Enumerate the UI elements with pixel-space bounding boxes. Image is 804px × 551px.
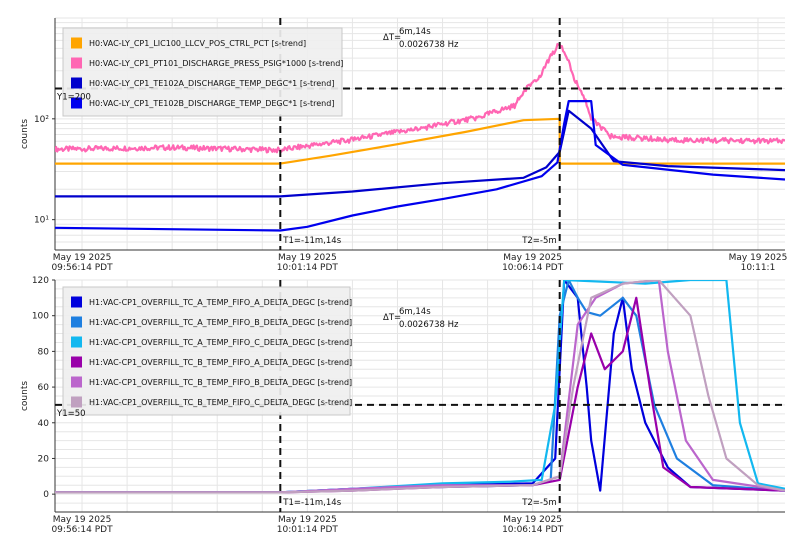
legend-entry: H1:VAC-CP1_OVERFILL_TC_A_TEMP_FIFO_B_DEL… bbox=[89, 318, 352, 327]
series-line bbox=[55, 280, 785, 494]
series-line bbox=[55, 100, 785, 232]
x-tick-date: May 19 2025 bbox=[729, 253, 788, 263]
delta-duration: 6m,14s bbox=[399, 307, 431, 317]
y-tick-label: 100 bbox=[32, 312, 49, 322]
x-tick-time: 09:56:14 PDT bbox=[51, 263, 113, 273]
cursor-t1-label: T1=-11m,14s bbox=[282, 498, 341, 508]
legend-entry: H0:VAC-LY_CP1_TE102B_DISCHARGE_TEMP_DEGC… bbox=[89, 99, 334, 108]
y-axis-label: counts bbox=[20, 381, 30, 411]
y-tick-label: 80 bbox=[38, 347, 50, 357]
delta-duration: 6m,14s bbox=[399, 27, 431, 37]
legend: H0:VAC-LY_CP1_LIC100_LLCV_POS_CTRL_PCT [… bbox=[62, 27, 343, 117]
x-tick-date: May 19 2025 bbox=[503, 253, 562, 263]
delta-frequency: 0.0026738 Hz bbox=[399, 40, 459, 50]
legend-swatch bbox=[71, 316, 82, 328]
x-tick-time: 10:06:14 PDT bbox=[502, 525, 564, 535]
legend-entry: H1:VAC-CP1_OVERFILL_TC_A_TEMP_FIFO_A_DEL… bbox=[89, 298, 352, 307]
grid bbox=[55, 17, 785, 251]
y-tick-label: 20 bbox=[38, 454, 50, 464]
legend-entry: H0:VAC-LY_CP1_LIC100_LLCV_POS_CTRL_PCT [… bbox=[89, 39, 306, 48]
legend-swatch bbox=[71, 57, 82, 69]
legend-swatch bbox=[71, 77, 82, 89]
x-tick-time: 10:01:14 PDT bbox=[277, 263, 339, 273]
cursor-y1-label: Y1=50 bbox=[56, 409, 86, 419]
x-tick-time: 09:56:14 PDT bbox=[51, 525, 113, 535]
cursor-t1-label: T1=-11m,14s bbox=[282, 236, 341, 246]
x-tick-time: 10:11:1 bbox=[741, 263, 776, 273]
legend-swatch bbox=[71, 336, 82, 348]
cursor-t2-label: T2=-5m bbox=[521, 498, 556, 508]
x-tick-date: May 19 2025 bbox=[53, 515, 112, 525]
y-tick-label: 0 bbox=[43, 490, 49, 500]
series-line bbox=[55, 280, 785, 494]
series-group bbox=[55, 43, 785, 232]
legend-swatch bbox=[71, 37, 82, 49]
legend-entry: H1:VAC-CP1_OVERFILL_TC_B_TEMP_FIFO_C_DEL… bbox=[89, 398, 352, 407]
legend-entry: H0:VAC-LY_CP1_TE102A_DISCHARGE_TEMP_DEGC… bbox=[89, 79, 334, 88]
x-tick-date: May 19 2025 bbox=[53, 253, 112, 263]
delta-label: ΔT= bbox=[383, 313, 401, 323]
y-tick-label: 120 bbox=[32, 276, 49, 286]
legend-swatch bbox=[71, 396, 82, 408]
legend-box bbox=[62, 27, 343, 117]
delta-frequency: 0.0026738 Hz bbox=[399, 320, 459, 330]
legend-entry: H0:VAC-LY_CP1_PT101_DISCHARGE_PRESS_PSIG… bbox=[89, 59, 343, 68]
legend-entry: H1:VAC-CP1_OVERFILL_TC_A_TEMP_FIFO_C_DEL… bbox=[89, 338, 352, 347]
legend-swatch bbox=[71, 296, 82, 308]
legend-swatch bbox=[71, 97, 82, 109]
x-tick-time: 10:06:14 PDT bbox=[502, 263, 564, 273]
legend-entry: H1:VAC-CP1_OVERFILL_TC_B_TEMP_FIFO_A_DEL… bbox=[89, 358, 352, 367]
legend-swatch bbox=[71, 376, 82, 388]
x-tick-date: May 19 2025 bbox=[503, 515, 562, 525]
cursor-y1-label: Y1=200 bbox=[56, 92, 91, 102]
cursor-t2-label: T2=-5m bbox=[521, 236, 556, 246]
delta-label: ΔT= bbox=[383, 33, 401, 43]
y-tick-label: 60 bbox=[38, 383, 50, 393]
legend: H1:VAC-CP1_OVERFILL_TC_A_TEMP_FIFO_A_DEL… bbox=[62, 286, 352, 416]
legend-box bbox=[62, 286, 351, 416]
legend-entry: H1:VAC-CP1_OVERFILL_TC_B_TEMP_FIFO_B_DEL… bbox=[89, 378, 352, 387]
y-tick-label: 10¹ bbox=[34, 216, 49, 226]
y-tick-label: 10² bbox=[34, 115, 49, 125]
y-axis-label: counts bbox=[20, 119, 30, 149]
x-tick-date: May 19 2025 bbox=[278, 253, 337, 263]
legend-swatch bbox=[71, 356, 82, 368]
series-line bbox=[55, 43, 785, 154]
x-tick-time: 10:01:14 PDT bbox=[277, 525, 339, 535]
y-tick-label: 40 bbox=[38, 419, 50, 429]
series-line bbox=[55, 109, 785, 198]
x-tick-date: May 19 2025 bbox=[278, 515, 337, 525]
